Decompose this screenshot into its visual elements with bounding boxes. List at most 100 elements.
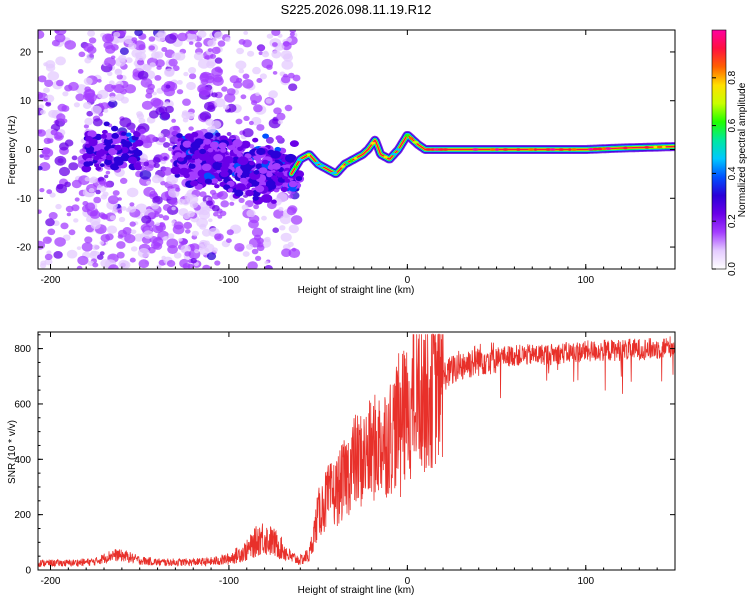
- signal-blob: [114, 144, 122, 151]
- signal-blob: [170, 166, 181, 175]
- ridge-spot: [571, 148, 577, 151]
- signal-blob: [203, 138, 212, 145]
- ridge-spot: [437, 148, 445, 151]
- noise-blob: [264, 265, 273, 269]
- ridge-band: [287, 132, 675, 178]
- noise-blob: [281, 75, 291, 84]
- noise-blob: [272, 71, 278, 75]
- signal-blob: [108, 148, 118, 156]
- noise-blob: [271, 50, 282, 59]
- noise-blob: [217, 191, 224, 197]
- noise-blob: [286, 207, 297, 216]
- noise-blob: [83, 124, 89, 129]
- y-tick-label: 10: [20, 96, 32, 107]
- snr-frame: [37, 331, 676, 571]
- noise-blob: [289, 30, 297, 33]
- noise-blob: [256, 78, 263, 83]
- signal-blob: [252, 195, 259, 201]
- noise-blob: [214, 66, 222, 73]
- noise-blob: [138, 117, 146, 124]
- noise-blob: [207, 39, 216, 47]
- noise-blob: [84, 176, 91, 182]
- noise-blob: [105, 233, 114, 241]
- signal-blob: [85, 143, 91, 148]
- noise-blob: [119, 47, 129, 55]
- noise-blob: [166, 174, 179, 185]
- noise-blob: [43, 97, 48, 102]
- noise-blob: [103, 181, 112, 188]
- noise-blob: [251, 227, 264, 237]
- noise-blob: [193, 52, 204, 61]
- noise-blob: [282, 40, 290, 47]
- signal-blob: [256, 147, 266, 156]
- noise-blob: [209, 53, 217, 59]
- noise-blob: [253, 204, 259, 210]
- noise-blob: [247, 50, 255, 57]
- noise-blob: [155, 59, 165, 68]
- noise-blob: [120, 96, 129, 104]
- noise-blob: [255, 255, 262, 261]
- noise-blob: [266, 33, 274, 39]
- noise-blob: [240, 94, 247, 100]
- y-tick-label: 200: [14, 510, 31, 521]
- noise-blob: [187, 210, 195, 218]
- y-tick-label: 20: [20, 47, 32, 58]
- noise-blob: [213, 74, 223, 83]
- noise-blob: [135, 51, 147, 61]
- noise-blob: [104, 57, 116, 67]
- noise-blob: [38, 166, 43, 171]
- noise-blob: [190, 258, 197, 264]
- noise-blob: [226, 238, 232, 244]
- signal-blob: [91, 138, 98, 144]
- noise-blob: [160, 180, 166, 186]
- ridge-spot: [412, 141, 419, 144]
- noise-blob: [265, 136, 274, 144]
- noise-blob: [44, 79, 54, 88]
- ridge-spot: [349, 159, 353, 162]
- signal-blob: [197, 176, 206, 184]
- noise-blob: [268, 118, 281, 129]
- noise-blob: [88, 177, 96, 184]
- noise-blob: [145, 92, 153, 99]
- signal-blob: [204, 178, 212, 184]
- noise-blob: [124, 234, 136, 244]
- noise-blob: [241, 204, 249, 211]
- noise-blob: [189, 73, 197, 80]
- noise-blob: [45, 60, 56, 69]
- noise-blob: [168, 147, 173, 152]
- noise-blob: [186, 81, 196, 91]
- noise-blob: [162, 215, 170, 221]
- x-tick-label: -100: [219, 576, 239, 587]
- noise-blob: [137, 248, 150, 258]
- signal-blob: [95, 166, 102, 171]
- noise-blob: [47, 71, 60, 81]
- spectrogram-area: [38, 30, 675, 269]
- colorbar: [711, 29, 727, 270]
- noise-blob: [128, 42, 137, 50]
- noise-blob: [155, 222, 160, 227]
- noise-blob: [107, 195, 119, 205]
- noise-blob: [183, 221, 193, 230]
- colorbar-label: Normalized spectral amplitude: [737, 82, 748, 217]
- noise-blob: [92, 118, 103, 127]
- ridge-band: [290, 134, 675, 176]
- snr-x-label: Height of straight line (km): [298, 585, 415, 596]
- noise-blob: [158, 133, 164, 138]
- snr-y-label: SNR (10 * v/v): [7, 420, 18, 484]
- ridge-spot: [345, 161, 349, 165]
- ridge-spot: [528, 148, 535, 151]
- noise-blob: [186, 194, 199, 205]
- ridge-spot: [656, 145, 663, 149]
- noise-blob: [100, 259, 111, 268]
- noise-blob: [149, 190, 158, 198]
- noise-blob: [40, 109, 46, 115]
- noise-blob: [59, 142, 69, 151]
- noise-blob: [213, 211, 219, 217]
- noise-blob: [114, 68, 123, 76]
- noise-blob: [59, 166, 70, 177]
- noise-blob: [211, 120, 222, 129]
- signal-blob: [266, 172, 273, 178]
- noise-blob: [86, 110, 93, 117]
- noise-blob: [242, 251, 250, 257]
- noise-blob: [117, 234, 124, 239]
